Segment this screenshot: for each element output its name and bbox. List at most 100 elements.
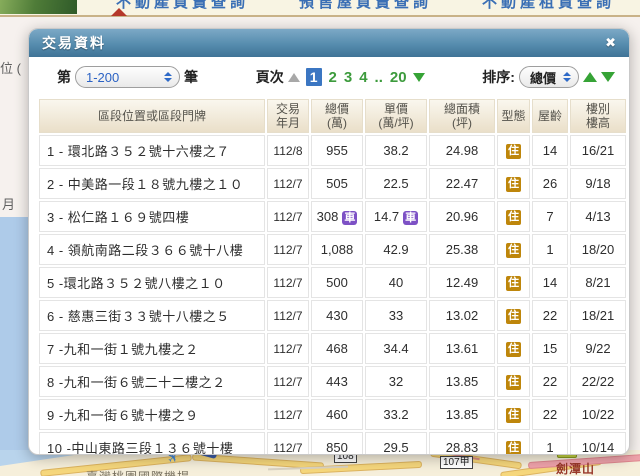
records-prefix-label: 第 <box>57 69 71 85</box>
residential-type-badge: 住 <box>506 177 521 192</box>
floor-cell: 16/21 <box>570 135 626 166</box>
background-photo <box>0 0 77 14</box>
pagination: 頁次 1 2 3 4.. 20 <box>256 67 425 87</box>
page-link[interactable]: 20 <box>389 68 407 86</box>
unit-price-cell: 33 <box>365 300 427 331</box>
sort-control: 排序: 總價 <box>482 66 615 88</box>
nav-tab[interactable]: 不動產租賃查詢 <box>482 0 616 11</box>
page-next-icon[interactable] <box>412 72 425 82</box>
column-header: 區段位置或區段門牌 <box>39 99 265 133</box>
floor-cell: 10/22 <box>570 399 626 430</box>
close-icon[interactable]: ✖ <box>605 35 616 50</box>
unit-price-cell: 22.5 <box>365 168 427 199</box>
area-cell: 12.49 <box>429 267 495 298</box>
unit-price-cell: 40 <box>365 267 427 298</box>
total-price-cell: 955 <box>311 135 363 166</box>
floor-cell: 18/21 <box>570 300 626 331</box>
age-cell: 15 <box>532 333 568 364</box>
total-price-cell: 500 <box>311 267 363 298</box>
total-price-cell: 1,088 <box>311 234 363 265</box>
area-cell: 13.85 <box>429 399 495 430</box>
area-cell: 25.38 <box>429 234 495 265</box>
date-cell: 112/7 <box>267 399 309 430</box>
sort-select[interactable]: 總價 <box>518 66 579 88</box>
page-prev-icon[interactable] <box>287 72 300 82</box>
date-cell: 112/7 <box>267 432 309 454</box>
residential-type-badge: 住 <box>506 441 521 454</box>
records-per-page: 第 1-200 筆 <box>57 66 198 88</box>
table-header-row: 區段位置或區段門牌 交易 年月 總價 (萬) 單價 (萬/坪) 總面積 (坪) 型態 屋齡樓… <box>39 99 626 133</box>
select-chevron-icon <box>562 72 571 82</box>
background-map-water-strip <box>0 217 30 450</box>
area-cell: 28.83 <box>429 432 495 454</box>
date-cell: 112/7 <box>267 333 309 364</box>
page-link[interactable]: 2 <box>328 68 337 86</box>
records-suffix-label: 筆 <box>184 69 198 85</box>
parking-badge: 車 <box>403 210 419 225</box>
page-link[interactable]: 4 <box>359 68 368 86</box>
column-header: 型態 <box>497 99 530 133</box>
table-row: 3 - 松仁路１６９號四樓 112/7 308 車 14.7 車 20.96 住 7 4/13 <box>39 201 626 232</box>
residential-type-badge: 住 <box>506 342 521 357</box>
nav-tab[interactable]: 不動產買賣查詢 <box>116 0 250 11</box>
area-cell: 20.96 <box>429 201 495 232</box>
type-cell: 住 <box>497 234 530 265</box>
top-nav-tabs: 不動產買賣查詢 預售屋買賣查詢 不動產租賃查詢 <box>116 0 615 12</box>
date-cell: 112/7 <box>267 168 309 199</box>
sort-value: 總價 <box>529 70 556 86</box>
address-cell: 4 - 領航南路二段３６６號十八樓 <box>39 234 265 265</box>
type-cell: 住 <box>497 300 530 331</box>
page-link[interactable]: .. <box>374 68 383 86</box>
floor-cell: 8/21 <box>570 267 626 298</box>
type-cell: 住 <box>497 399 530 430</box>
floor-cell: 18/20 <box>570 234 626 265</box>
page-link[interactable]: 3 <box>343 68 353 86</box>
transactions-table-wrap: 區段位置或區段門牌 交易 年月 總價 (萬) 單價 (萬/坪) 總面積 (坪) 型態 屋齡樓… <box>29 97 629 454</box>
residential-type-badge: 住 <box>506 309 521 324</box>
table-row: 10 -中山東路三段１３６號十樓 112/7 850 29.5 28.83 住 1 10/14 <box>39 432 626 454</box>
total-price-cell: 850 <box>311 432 363 454</box>
type-cell: 住 <box>497 267 530 298</box>
transactions-table: 區段位置或區段門牌 交易 年月 總價 (萬) 單價 (萬/坪) 總面積 (坪) 型態 屋齡樓… <box>37 97 628 454</box>
dialog-toolbar: 第 1-200 筆 頁次 1 2 3 4.. 20 排序: 總價 <box>29 57 629 97</box>
table-row: 5 -環北路３５２號八樓之１０ 112/7 500 40 12.49 住 14 8/21 <box>39 267 626 298</box>
nav-tab[interactable]: 預售屋買賣查詢 <box>299 0 433 11</box>
unit-price-cell: 29.5 <box>365 432 427 454</box>
sort-desc-icon[interactable] <box>600 72 615 82</box>
unit-price-cell: 34.4 <box>365 333 427 364</box>
address-cell: 1 - 環北路３５２號十六樓之７ <box>39 135 265 166</box>
address-cell: 8 -九和一街６號二十二樓之２ <box>39 366 265 397</box>
top-nav-strip: 不動產買賣查詢 預售屋買賣查詢 不動產租賃查詢 <box>0 0 640 17</box>
age-cell: 22 <box>532 300 568 331</box>
type-cell: 住 <box>497 333 530 364</box>
page-current[interactable]: 1 <box>305 68 322 86</box>
address-cell: 2 - 中美路一段１８號九樓之１０ <box>39 168 265 199</box>
table-row: 7 -九和一街１號九樓之２ 112/7 468 34.4 13.61 住 15 9/22 <box>39 333 626 364</box>
column-header: 總價 (萬) <box>311 99 363 133</box>
sort-asc-icon[interactable] <box>582 72 597 82</box>
transactions-tbody: 1 - 環北路３５２號十六樓之７ 112/8 955 38.2 24.98 住 14 16/2… <box>39 135 626 454</box>
age-cell: 14 <box>532 267 568 298</box>
date-cell: 112/7 <box>267 300 309 331</box>
total-price-cell: 308 車 <box>311 201 363 232</box>
table-row: 1 - 環北路３５２號十六樓之７ 112/8 955 38.2 24.98 住 14 16/2… <box>39 135 626 166</box>
total-price-cell: 505 <box>311 168 363 199</box>
column-header: 總面積 (坪) <box>429 99 495 133</box>
age-cell: 7 <box>532 201 568 232</box>
type-cell: 住 <box>497 432 530 454</box>
age-cell: 22 <box>532 366 568 397</box>
age-cell: 26 <box>532 168 568 199</box>
address-cell: 10 -中山東路三段１３６號十樓 <box>39 432 265 454</box>
floor-cell: 9/22 <box>570 333 626 364</box>
records-range-select[interactable]: 1-200 <box>75 66 180 88</box>
dialog-title: 交易資料 <box>42 35 106 51</box>
column-header: 樓別 樓高 <box>570 99 626 133</box>
date-cell: 112/7 <box>267 267 309 298</box>
date-cell: 112/8 <box>267 135 309 166</box>
pagination-pages: 1 2 3 4.. 20 <box>305 68 407 86</box>
table-row: 6 - 慈惠三街３３號十八樓之５ 112/7 430 33 13.02 住 22 18/21 <box>39 300 626 331</box>
total-price-cell: 443 <box>311 366 363 397</box>
parking-badge: 車 <box>342 210 358 225</box>
pages-label: 頁次 <box>255 69 284 85</box>
address-cell: 3 - 松仁路１６９號四樓 <box>39 201 265 232</box>
